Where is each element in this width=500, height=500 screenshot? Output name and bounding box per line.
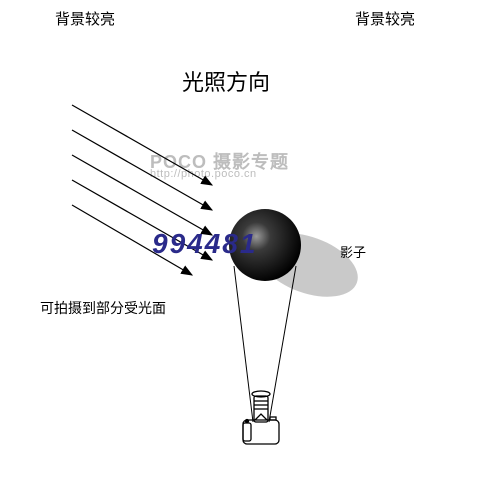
- view-cone: [234, 266, 296, 422]
- camera-icon: [243, 391, 279, 444]
- label-shadow: 影子: [340, 242, 366, 261]
- watermark-number: 994481: [152, 228, 257, 260]
- label-caption: 可拍摄到部分受光面: [40, 298, 166, 318]
